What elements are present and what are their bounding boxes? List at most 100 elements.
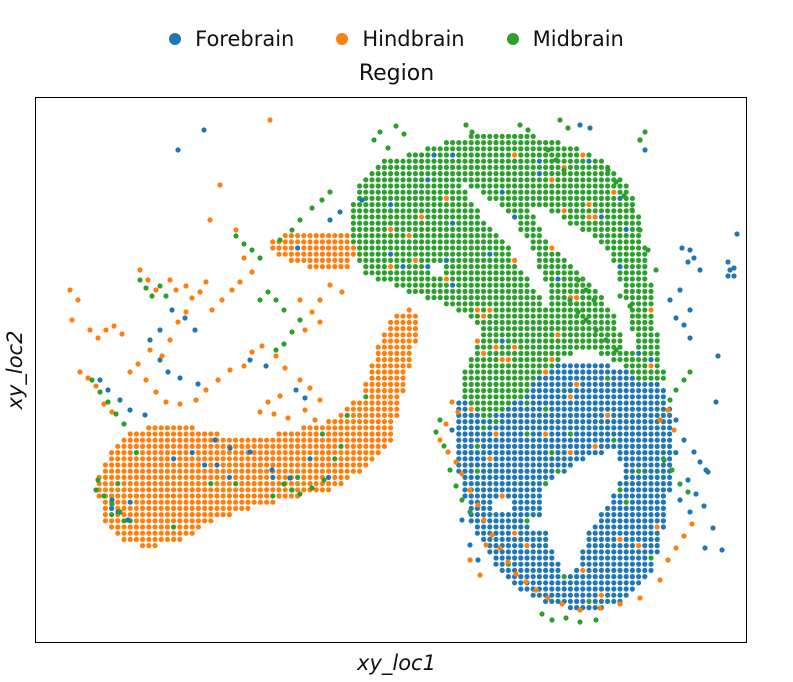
- point-midbrain: [456, 164, 462, 170]
- point-forebrain: [561, 363, 567, 369]
- point-midbrain: [437, 202, 443, 208]
- point-midbrain: [381, 276, 387, 282]
- point-forebrain: [629, 456, 636, 462]
- point-hindbrain: [175, 319, 181, 325]
- point-forebrain: [456, 400, 462, 406]
- point-midbrain: [642, 357, 648, 363]
- point-forebrain: [518, 425, 524, 431]
- point-forebrain: [605, 598, 611, 605]
- point-hindbrain: [363, 419, 369, 425]
- point-midbrain: [613, 179, 619, 185]
- point-midbrain: [350, 226, 356, 232]
- point-midbrain: [493, 152, 499, 158]
- point-hindbrain: [319, 450, 325, 456]
- point-midbrain: [567, 350, 574, 356]
- point-midbrain: [586, 171, 592, 177]
- point-midbrain: [629, 233, 636, 239]
- point-forebrain: [598, 543, 605, 549]
- point-forebrain: [536, 462, 543, 468]
- point-hindbrain: [121, 462, 127, 468]
- point-forebrain: [642, 543, 648, 549]
- point-midbrain: [567, 171, 574, 177]
- point-hindbrain: [233, 450, 239, 456]
- point-midbrain: [462, 394, 468, 400]
- point-midbrain: [481, 400, 487, 406]
- point-hindbrain: [326, 245, 332, 251]
- point-hindbrain: [326, 233, 332, 239]
- point-midbrain: [474, 388, 480, 394]
- point-forebrain: [487, 419, 493, 425]
- point-forebrain: [586, 530, 592, 536]
- point-midbrain: [450, 146, 456, 152]
- point-hindbrain: [332, 468, 338, 474]
- point-forebrain: [629, 406, 636, 412]
- point-midbrain: [636, 288, 642, 294]
- point-hindbrain: [115, 487, 121, 493]
- point-hindbrain: [164, 443, 170, 449]
- point-hindbrain: [195, 468, 201, 474]
- point-forebrain: [511, 406, 518, 412]
- point-midbrain: [406, 171, 412, 177]
- point-forebrain: [468, 450, 474, 456]
- point-midbrain: [605, 183, 611, 189]
- point-forebrain: [592, 598, 598, 605]
- point-midbrain: [574, 202, 580, 208]
- point-midbrain: [575, 277, 581, 283]
- point-midbrain: [481, 133, 487, 139]
- point-midbrain: [524, 301, 530, 307]
- point-hindbrain: [363, 388, 369, 394]
- point-hindbrain: [195, 505, 201, 511]
- point-forebrain: [654, 505, 660, 511]
- point-hindbrain: [326, 239, 332, 245]
- point-hindbrain: [394, 388, 400, 394]
- point-hindbrain: [121, 456, 127, 462]
- point-midbrain: [530, 214, 536, 220]
- point-midbrain: [530, 313, 536, 319]
- point-forebrain: [636, 431, 642, 437]
- point-forebrain: [524, 536, 530, 543]
- point-hindbrain: [146, 456, 152, 462]
- point-midbrain: [518, 288, 524, 294]
- point-midbrain: [574, 177, 580, 183]
- point-midbrain: [425, 226, 431, 232]
- point-forebrain: [617, 419, 623, 425]
- point-midbrain: [518, 319, 524, 325]
- point-forebrain: [505, 555, 511, 561]
- point-forebrain: [654, 481, 660, 487]
- point-midbrain: [357, 220, 363, 226]
- point-midbrain: [636, 251, 642, 257]
- point-midbrain: [611, 437, 617, 443]
- point-hindbrain: [133, 468, 139, 474]
- point-forebrain: [459, 517, 465, 523]
- point-forebrain: [511, 437, 518, 443]
- point-forebrain: [654, 487, 660, 493]
- point-midbrain: [468, 369, 474, 375]
- point-midbrain: [419, 152, 425, 158]
- point-hindbrain: [567, 450, 574, 456]
- point-midbrain: [536, 245, 543, 251]
- point-forebrain: [536, 425, 543, 431]
- point-midbrain: [319, 197, 325, 203]
- point-hindbrain: [350, 400, 356, 406]
- point-hindbrain: [171, 499, 177, 505]
- point-forebrain: [574, 437, 580, 443]
- point-hindbrain: [295, 450, 301, 456]
- point-forebrain: [629, 536, 636, 543]
- point-midbrain: [524, 208, 530, 214]
- point-midbrain: [505, 270, 511, 276]
- point-hindbrain: [375, 443, 381, 449]
- point-midbrain: [487, 357, 493, 363]
- point-midbrain: [530, 369, 536, 375]
- point-midbrain: [505, 369, 511, 375]
- point-midbrain: [499, 332, 505, 338]
- point-hindbrain: [533, 587, 539, 593]
- point-forebrain: [518, 487, 524, 493]
- point-midbrain: [543, 313, 549, 319]
- point-hindbrain: [208, 443, 214, 449]
- point-midbrain: [450, 264, 456, 270]
- point-midbrain: [524, 295, 530, 301]
- point-hindbrain: [152, 437, 158, 443]
- point-forebrain: [327, 217, 333, 223]
- point-midbrain: [574, 183, 580, 189]
- point-midbrain: [574, 171, 580, 177]
